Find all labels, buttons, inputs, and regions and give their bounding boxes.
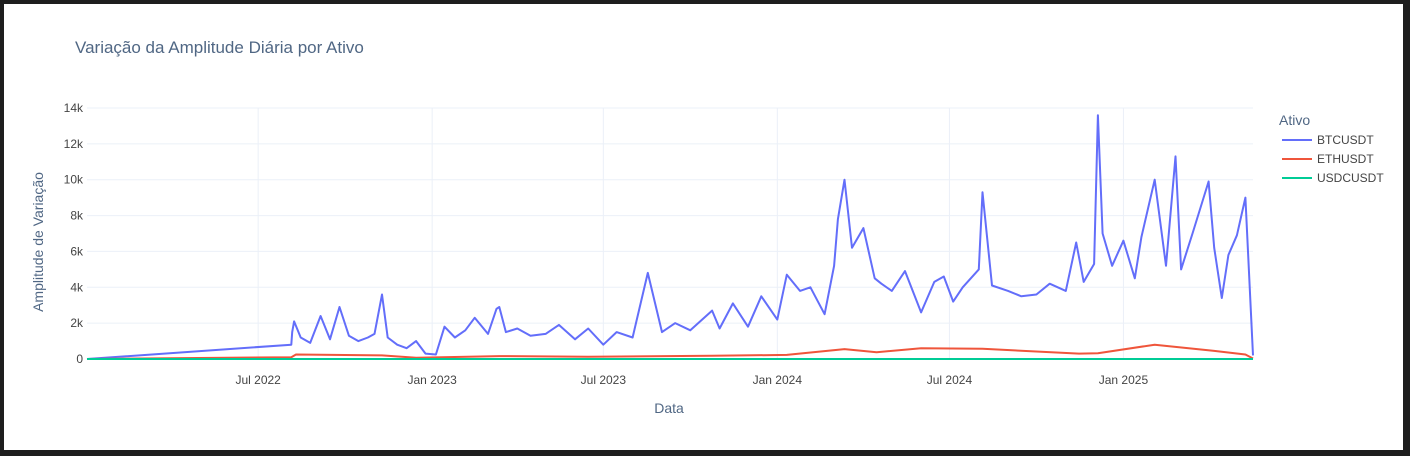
- legend-item-usdcusdt[interactable]: USDCUSDT: [1282, 171, 1384, 185]
- y-tick-label: 2k: [70, 316, 84, 330]
- x-tick-label: Jul 2022: [235, 373, 281, 387]
- legend-item-btcusdt[interactable]: BTCUSDT: [1282, 133, 1374, 147]
- y-tick-label: 8k: [70, 209, 84, 223]
- plot-area[interactable]: [86, 114, 1254, 360]
- gridlines: [87, 107, 1253, 359]
- legend-item-ethusdt[interactable]: ETHUSDT: [1282, 152, 1374, 166]
- y-tick-label: 4k: [70, 280, 84, 294]
- x-axis-title: Data: [654, 400, 684, 416]
- series-line-ethusdt[interactable]: [86, 343, 1254, 360]
- x-tick-label: Jan 2023: [407, 373, 457, 387]
- chart-title: Variação da Amplitude Diária por Ativo: [75, 38, 364, 57]
- legend[interactable]: Ativo BTCUSDT ETHUSDT USDCUSDT: [1279, 112, 1384, 185]
- y-tick-label: 10k: [64, 173, 84, 187]
- x-tick-label: Jul 2023: [581, 373, 627, 387]
- x-tick-label: Jan 2024: [753, 373, 803, 387]
- chart-frame: Variação da Amplitude Diária por Ativo 0…: [4, 4, 1403, 450]
- x-tick-label: Jul 2024: [927, 373, 973, 387]
- legend-title: Ativo: [1279, 112, 1310, 128]
- series-line-btcusdt[interactable]: [86, 114, 1254, 360]
- y-tick-label: 14k: [64, 101, 84, 115]
- legend-label: ETHUSDT: [1317, 152, 1374, 166]
- legend-label: BTCUSDT: [1317, 133, 1374, 147]
- x-tick-label: Jan 2025: [1099, 373, 1149, 387]
- y-axis-title: Amplitude de Variação: [30, 172, 46, 312]
- y-tick-label: 6k: [70, 244, 84, 258]
- x-axis-ticks: Jul 2022 Jan 2023 Jul 2023 Jan 2024 Jul 2024…: [235, 373, 1148, 387]
- legend-label: USDCUSDT: [1317, 171, 1384, 185]
- y-axis-ticks: 0 2k 4k 6k 8k 10k 12k 14k: [64, 101, 84, 366]
- y-tick-label: 0: [76, 352, 83, 366]
- y-tick-label: 12k: [64, 137, 84, 151]
- chart-canvas[interactable]: Variação da Amplitude Diária por Ativo 0…: [4, 4, 1403, 450]
